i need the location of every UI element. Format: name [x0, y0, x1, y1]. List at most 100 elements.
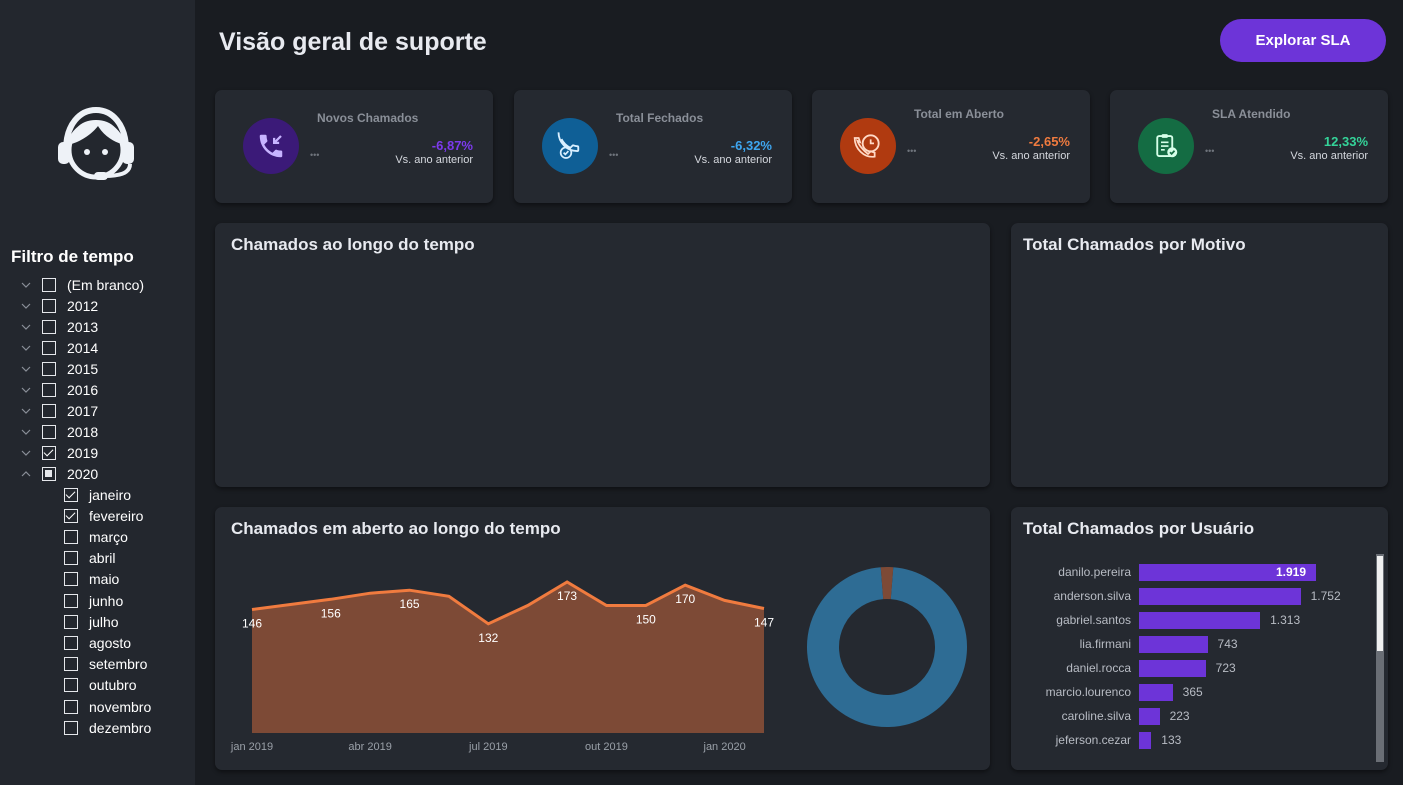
filter-year-item[interactable]: 2017: [20, 400, 98, 421]
chevron-down-icon[interactable]: [20, 279, 32, 291]
kpi-card[interactable]: SLA Atendido ••• 12,33% Vs. ano anterior: [1110, 90, 1388, 203]
filter-item-label: abril: [89, 550, 116, 567]
filter-year-item[interactable]: 2015: [20, 358, 98, 379]
filter-month-item[interactable]: outubro: [64, 675, 136, 696]
data-point[interactable]: [367, 590, 373, 596]
filter-month-item[interactable]: maio: [64, 569, 119, 590]
open-tickets-donut-chart[interactable]: [802, 562, 972, 732]
data-point[interactable]: [407, 587, 413, 593]
kpi-comparison-label: Vs. ano anterior: [395, 154, 473, 166]
filter-item-label: 2013: [67, 318, 99, 335]
data-label: 132: [478, 631, 498, 645]
checkbox[interactable]: [64, 529, 78, 544]
filter-year-item[interactable]: 2013: [20, 316, 98, 337]
checkbox[interactable]: [42, 277, 56, 292]
chevron-down-icon[interactable]: [20, 300, 32, 312]
bar[interactable]: [1139, 708, 1160, 725]
bar[interactable]: [1139, 732, 1152, 749]
chevron-down-icon[interactable]: [20, 447, 32, 459]
data-label: 150: [636, 612, 656, 626]
data-point[interactable]: [682, 582, 688, 588]
checkbox[interactable]: [64, 720, 78, 735]
checkbox[interactable]: [42, 319, 56, 334]
data-point[interactable]: [603, 602, 609, 608]
checkbox[interactable]: [64, 657, 78, 672]
chevron-down-icon[interactable]: [20, 363, 32, 375]
data-point[interactable]: [446, 593, 452, 599]
kpi-card[interactable]: Novos Chamados ••• -6,87% Vs. ano anterior: [215, 90, 493, 203]
checkbox[interactable]: [42, 445, 56, 460]
filter-item-label: dezembro: [89, 719, 152, 736]
filter-month-item[interactable]: dezembro: [64, 717, 151, 738]
checkbox[interactable]: [42, 403, 56, 418]
checkbox[interactable]: [64, 699, 78, 714]
open-tickets-area-chart[interactable]: 146 156 165 132 173 150 170 147 jan 2019 abr 2019…: [215, 530, 775, 770]
filter-month-item[interactable]: setembro: [64, 654, 147, 675]
data-point[interactable]: [761, 606, 767, 612]
data-point[interactable]: [288, 601, 294, 607]
chevron-up-icon[interactable]: [20, 468, 32, 480]
bar[interactable]: [1139, 612, 1261, 629]
chevron-down-icon[interactable]: [20, 321, 32, 333]
filter-month-item[interactable]: abril: [64, 548, 115, 569]
bar-value-label: 723: [1215, 661, 1236, 675]
filter-year-item[interactable]: 2012: [20, 295, 98, 316]
bar[interactable]: [1139, 564, 1316, 581]
tickets-by-reason-panel[interactable]: Total Chamados por Motivo: [1011, 223, 1388, 487]
bar[interactable]: [1139, 660, 1206, 677]
kpi-card[interactable]: Total em Aberto ••• -2,65% Vs. ano anterior: [812, 90, 1090, 203]
checkbox[interactable]: [42, 424, 56, 439]
data-point[interactable]: [525, 602, 531, 608]
chevron-down-icon[interactable]: [20, 405, 32, 417]
scrollbar-thumb[interactable]: [1377, 556, 1383, 651]
checkbox[interactable]: [64, 678, 78, 693]
data-point[interactable]: [643, 602, 649, 608]
checkbox[interactable]: [64, 487, 78, 502]
filter-year-item[interactable]: 2019: [20, 442, 98, 463]
clipboard-check-icon: [1138, 118, 1194, 174]
filter-year-item[interactable]: (Em branco): [20, 274, 144, 295]
filter-month-item[interactable]: agosto: [64, 632, 131, 653]
checkbox[interactable]: [64, 593, 78, 608]
checkbox[interactable]: [42, 382, 56, 397]
open-tickets-over-time-panel[interactable]: Chamados em aberto ao longo do tempo 146…: [215, 507, 990, 770]
filter-year-item[interactable]: 2016: [20, 379, 98, 400]
kpi-card[interactable]: Total Fechados ••• -6,32% Vs. ano anterior: [514, 90, 792, 203]
checkbox[interactable]: [42, 298, 56, 313]
tickets-by-user-panel[interactable]: Total Chamados por Usuário danilo.pereir…: [1011, 507, 1388, 770]
data-point[interactable]: [249, 607, 255, 613]
data-point[interactable]: [564, 579, 570, 585]
checkbox[interactable]: [64, 551, 78, 566]
checkbox[interactable]: [42, 361, 56, 376]
checkbox[interactable]: [42, 340, 56, 355]
checkbox[interactable]: [42, 466, 56, 481]
kpi-change-value: 12,33%: [1323, 134, 1368, 149]
chevron-down-icon[interactable]: [20, 384, 32, 396]
donut-slice[interactable]: [807, 567, 967, 727]
filter-month-item[interactable]: fevereiro: [64, 505, 143, 526]
filter-month-item[interactable]: novembro: [64, 696, 151, 717]
bar[interactable]: [1139, 588, 1301, 605]
incoming-call-icon: [243, 118, 299, 174]
scrollbar-track[interactable]: [1376, 554, 1384, 762]
checkbox[interactable]: [64, 635, 78, 650]
filter-month-item[interactable]: junho: [64, 590, 123, 611]
filter-year-item[interactable]: 2018: [20, 421, 98, 442]
explore-sla-button[interactable]: Explorar SLA: [1220, 19, 1386, 62]
checkbox[interactable]: [64, 572, 78, 587]
filter-month-item[interactable]: março: [64, 526, 128, 547]
chevron-down-icon[interactable]: [20, 342, 32, 354]
checkbox[interactable]: [64, 508, 78, 523]
data-point[interactable]: [485, 621, 491, 627]
bar[interactable]: [1139, 684, 1173, 701]
filter-month-item[interactable]: janeiro: [64, 484, 131, 505]
filter-month-item[interactable]: julho: [64, 611, 119, 632]
filter-year-item[interactable]: 2014: [20, 337, 98, 358]
tickets-over-time-panel[interactable]: Chamados ao longo do tempo: [215, 223, 990, 487]
filter-year-item[interactable]: 2020: [20, 463, 98, 484]
chevron-down-icon[interactable]: [20, 426, 32, 438]
bar[interactable]: [1139, 636, 1208, 653]
data-point[interactable]: [328, 596, 334, 602]
data-point[interactable]: [722, 597, 728, 603]
checkbox[interactable]: [64, 614, 78, 629]
